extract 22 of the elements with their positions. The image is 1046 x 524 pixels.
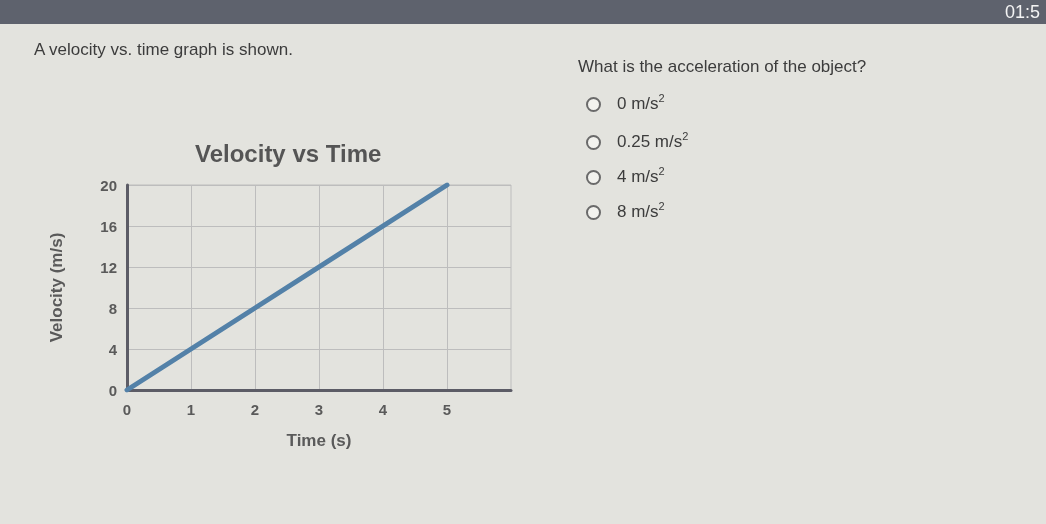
y-tick-label: 4 bbox=[108, 340, 118, 358]
text: 4 m/s$^{2}$ bbox=[617, 165, 665, 187]
x-tick-label: 3 bbox=[314, 401, 324, 418]
x-tick-label: 2 bbox=[250, 401, 260, 418]
text: 8 m/s$^{2}$ bbox=[617, 200, 665, 222]
y-tick-label: 0 bbox=[108, 381, 117, 399]
text: A velocity vs. time graph is shown. bbox=[34, 40, 293, 60]
text: 01:5 bbox=[1004, 2, 1040, 22]
x-axis-title: Time (s) bbox=[286, 431, 352, 450]
text: 0 m/s$^{2}$ bbox=[617, 92, 665, 114]
x-tick-label: 1 bbox=[186, 401, 196, 418]
chart-title: Velocity vs Time bbox=[195, 139, 382, 167]
y-tick-label: 12 bbox=[100, 258, 117, 276]
text: What is the acceleration of the object? bbox=[578, 57, 867, 77]
x-tick-label: 5 bbox=[442, 401, 452, 418]
text: 0.25 m/s$^{2}$ bbox=[617, 130, 689, 152]
x-tick-label: 0 bbox=[122, 401, 132, 418]
y-tick-label: 20 bbox=[100, 176, 117, 194]
y-tick-label: 8 bbox=[108, 299, 117, 317]
x-tick-label: 4 bbox=[378, 401, 388, 418]
y-axis-title: Velocity (m/s) bbox=[47, 232, 66, 343]
y-tick-label: 16 bbox=[100, 217, 117, 235]
